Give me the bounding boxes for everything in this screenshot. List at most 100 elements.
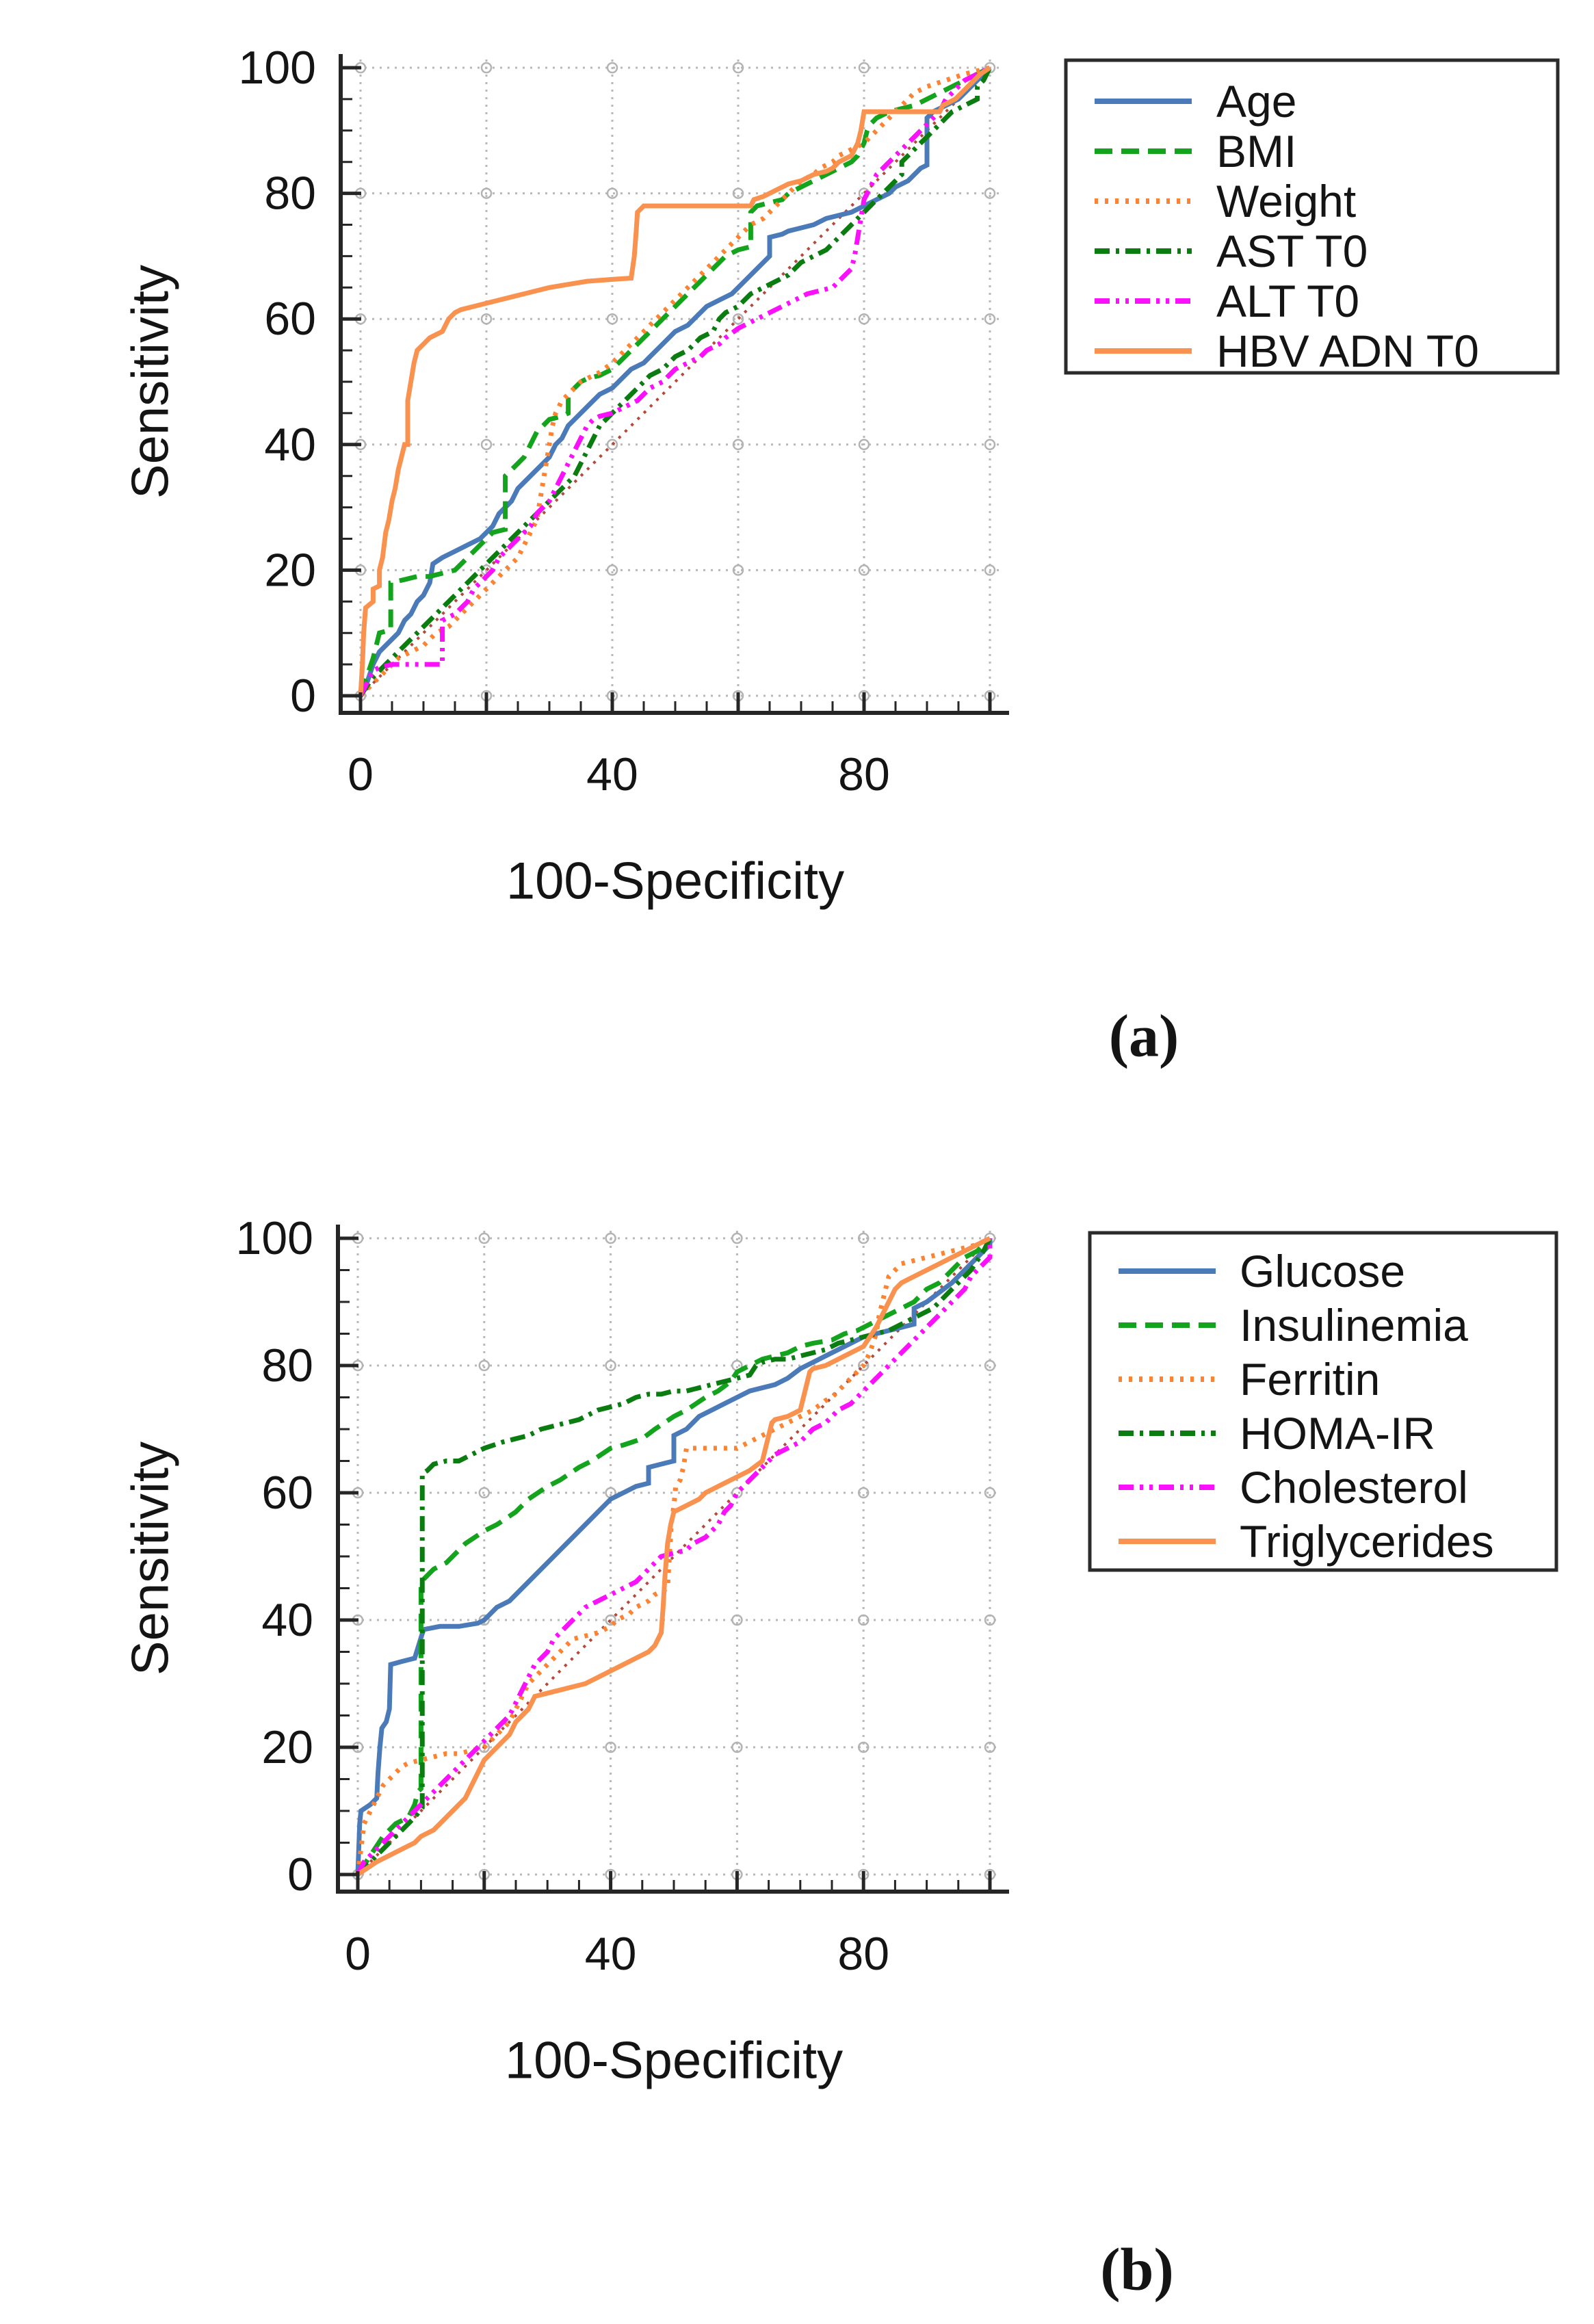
- x-tick-label-80: 80: [837, 1928, 889, 1980]
- legend-label-insulinemia: Insulinemia: [1240, 1300, 1468, 1350]
- x-tick-label-0: 0: [345, 1928, 371, 1980]
- grid-node: [606, 187, 618, 199]
- axes-a: [339, 54, 1009, 715]
- legend-box: [1064, 58, 1560, 375]
- reference-line-a: [359, 66, 991, 697]
- grid-node: [605, 1741, 616, 1753]
- grid-node: [606, 62, 618, 74]
- grid-node: [984, 1741, 996, 1753]
- grid-node: [984, 564, 996, 576]
- grid-node: [984, 1359, 996, 1372]
- roc-curve-glucose: [355, 1238, 993, 1875]
- grid-node: [858, 439, 870, 451]
- axes-b: [336, 1225, 1009, 1894]
- panel-label-a: (a): [1109, 1004, 1179, 1070]
- grid-node: [984, 1487, 996, 1499]
- grid-node: [732, 439, 744, 451]
- legend-label-homa-ir: HOMA-IR: [1240, 1408, 1435, 1459]
- roc-curve-age: [358, 66, 992, 697]
- x-tick-label-0: 0: [348, 748, 374, 800]
- legend-item-triglycerides: Triglycerides: [1119, 1516, 1494, 1567]
- grid-node: [858, 564, 870, 576]
- grid-node: [606, 439, 618, 451]
- x-tick-label-80: 80: [838, 748, 890, 800]
- y-axis-title-a: Sensitivity: [122, 265, 180, 499]
- legend-b: GlucoseInsulinemiaFerritinHOMA-IRCholest…: [1088, 1231, 1558, 1572]
- grid-node: [857, 1487, 870, 1499]
- grid-node: [984, 187, 996, 199]
- y-tick-label-40: 40: [261, 1594, 313, 1646]
- legend-label-bmi: BMI: [1216, 126, 1296, 177]
- grid-node: [478, 1359, 491, 1372]
- legend-item-ferritin: Ferritin: [1119, 1354, 1380, 1405]
- grid-node: [480, 187, 493, 199]
- y-tick-label-80: 80: [264, 168, 316, 220]
- y-axis-title-b: Sensitivity: [122, 1441, 180, 1675]
- legend-label-cholesterol: Cholesterol: [1240, 1462, 1468, 1513]
- grid-node: [480, 313, 493, 325]
- roc-curve-insulinemia: [356, 1236, 992, 1876]
- grid-node: [732, 187, 744, 199]
- roc-curve-ast-t0: [358, 66, 993, 697]
- legend-item-age: Age: [1095, 76, 1296, 127]
- y-tick-label-0: 0: [290, 670, 316, 722]
- grid-node: [732, 564, 744, 576]
- roc-curve-triglycerides: [356, 1236, 991, 1877]
- legend-item-bmi: BMI: [1095, 126, 1296, 177]
- legend-label-triglycerides: Triglycerides: [1240, 1516, 1494, 1567]
- grid-node: [480, 439, 493, 451]
- legend-item-insulinemia: Insulinemia: [1119, 1300, 1468, 1350]
- grid-node: [731, 1232, 743, 1244]
- grid-node: [732, 313, 744, 325]
- legend-box: [1088, 1231, 1558, 1572]
- y-tick-label-20: 20: [261, 1721, 313, 1773]
- y-tick-label-80: 80: [261, 1340, 313, 1392]
- legend-label-hbv-adn-t0: HBV ADN T0: [1216, 326, 1479, 376]
- y-tick-label-20: 20: [264, 544, 316, 596]
- reference-line-b: [356, 1237, 991, 1876]
- roc-curve-homa-ir: [356, 1237, 993, 1877]
- roc-curve-hbv-adn-t0: [358, 66, 991, 696]
- grid-node: [605, 1232, 616, 1244]
- grid-node: [606, 564, 618, 576]
- chart-panel-b: 0 20 40 60 80 100 0 40 80 100-Specificity Sensitiv…: [122, 1212, 1558, 2303]
- legend-label-ferritin: Ferritin: [1240, 1354, 1380, 1405]
- legend-item-cholesterol: Cholesterol: [1119, 1462, 1468, 1513]
- x-tick-label-40: 40: [586, 748, 638, 800]
- grid-node: [857, 1359, 870, 1372]
- y-tick-label-0: 0: [287, 1849, 313, 1901]
- grid-node: [857, 1232, 870, 1244]
- grid-node: [984, 313, 996, 325]
- grid-node: [858, 62, 870, 74]
- grid-node: [478, 1487, 491, 1499]
- grid-node: [480, 62, 493, 74]
- grid-node: [605, 1359, 616, 1372]
- x-axis-title-a: 100-Specificity: [506, 852, 844, 911]
- grid-node: [731, 1741, 743, 1753]
- grid-node: [731, 1614, 743, 1626]
- grid-node: [606, 313, 618, 325]
- roc-curve-alt-t0: [358, 65, 991, 697]
- grid-node: [984, 439, 996, 451]
- y-tick-label-60: 60: [264, 293, 316, 345]
- legend-label-weight: Weight: [1216, 176, 1356, 226]
- grid-node: [605, 1614, 616, 1626]
- legend-label-alt-t0: ALT T0: [1216, 276, 1359, 326]
- y-tick-label-100: 100: [239, 42, 316, 94]
- legend-label-age: Age: [1216, 76, 1296, 127]
- legend-item-glucose: Glucose: [1119, 1246, 1405, 1296]
- legend-item-alt-t0: ALT T0: [1095, 276, 1359, 326]
- grid-node: [478, 1232, 491, 1244]
- legend-item-homa-ir: HOMA-IR: [1119, 1408, 1435, 1459]
- x-axis-title-b: 100-Specificity: [505, 2032, 843, 2090]
- grid-node: [984, 1614, 996, 1626]
- y-tick-label-40: 40: [264, 419, 316, 471]
- chart-panel-a: 0 20 40 60 80 100 0 40 80 100-Specificity Sensitiv…: [122, 42, 1560, 1070]
- legend-item-weight: Weight: [1095, 176, 1356, 226]
- grid-a: [342, 55, 1001, 709]
- grid-node: [857, 1614, 870, 1626]
- y-tick-label-60: 60: [261, 1467, 313, 1519]
